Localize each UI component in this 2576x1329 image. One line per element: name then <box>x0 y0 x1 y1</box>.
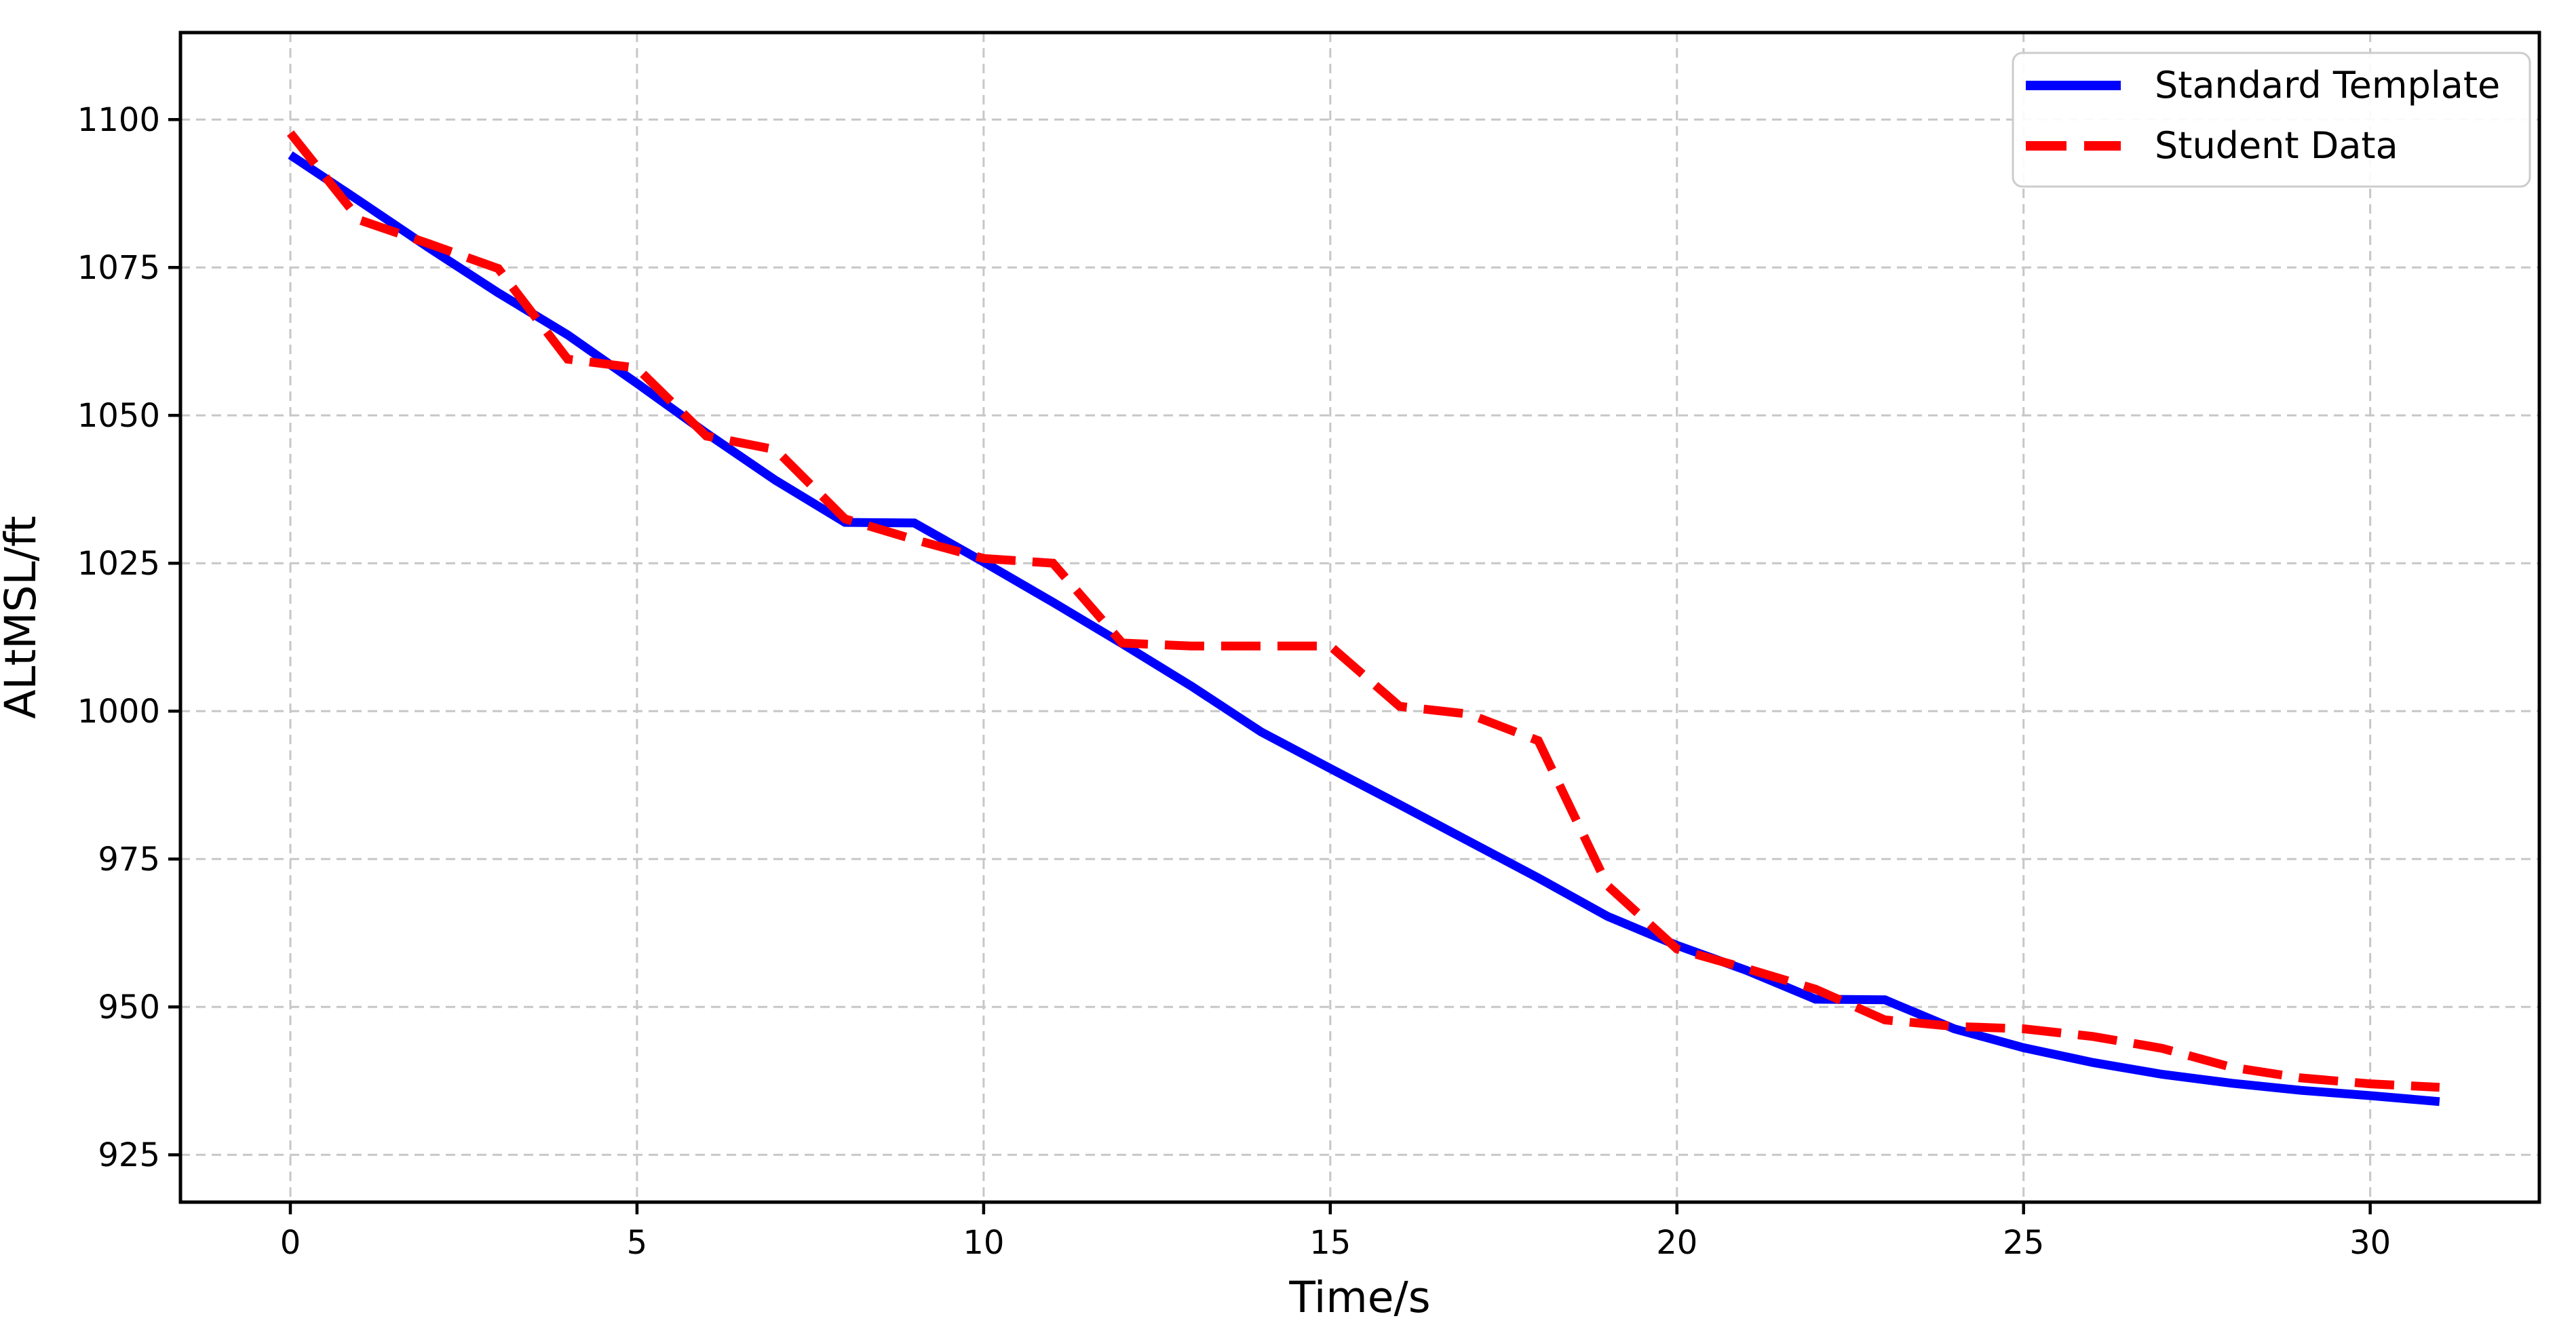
x-tick-label-15: 15 <box>1309 1224 1351 1262</box>
legend-label-standard-template: Standard Template <box>2155 64 2500 107</box>
y-tick-label-950: 950 <box>98 988 160 1026</box>
x-tick-label-0: 0 <box>280 1224 301 1262</box>
y-tick-label-1000: 1000 <box>77 693 160 731</box>
axes-spines <box>178 31 2541 1204</box>
legend: Standard Template Student Data <box>2012 52 2531 188</box>
series-standard-template-line <box>288 151 2440 1106</box>
y-tick-label-1050: 1050 <box>77 397 160 435</box>
y-tick-label-925: 925 <box>98 1136 160 1174</box>
x-tick-label-10: 10 <box>963 1224 1004 1262</box>
y-tick-label-1100: 1100 <box>77 101 160 139</box>
x-tick-label-25: 25 <box>2003 1224 2044 1262</box>
tick-labels: 0 5 10 15 20 25 30 925 950 975 1000 1025 1050 1075 110… <box>77 101 2391 1262</box>
y-tick-label-975: 975 <box>98 841 160 879</box>
x-tick-label-5: 5 <box>627 1224 648 1262</box>
plot-area <box>180 33 2539 1202</box>
legend-label-student-data: Student Data <box>2155 124 2398 167</box>
y-tick-label-1075: 1075 <box>77 249 160 287</box>
y-axis-label: ALtMSL/ft <box>0 516 45 718</box>
tick-marks <box>168 117 2372 1214</box>
x-axis-label: Time/s <box>1288 1273 1430 1322</box>
series-student-data-line <box>286 130 2440 1092</box>
gridlines <box>180 33 2539 1202</box>
legend-box <box>2012 52 2531 188</box>
y-tick-label-1025: 1025 <box>77 545 160 583</box>
x-tick-label-30: 30 <box>2349 1224 2391 1262</box>
x-tick-label-20: 20 <box>1656 1224 1697 1262</box>
